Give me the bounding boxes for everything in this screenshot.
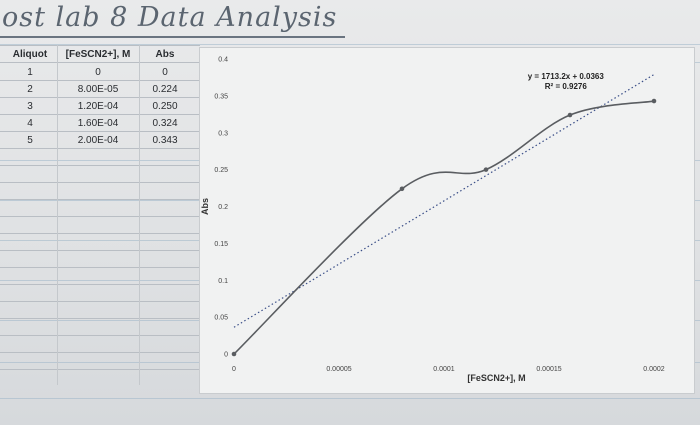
- cell-abs-2: 0.224: [152, 84, 178, 95]
- row-divider: [0, 335, 200, 336]
- col-header-abs: Abs: [155, 49, 175, 60]
- heading-underline: [0, 36, 345, 38]
- series-line: [233, 100, 655, 355]
- trendline-r-squared: R² = 0.9276: [545, 82, 588, 91]
- y-tick-label: 0: [224, 352, 228, 359]
- x-tick-label: 0.00005: [326, 366, 351, 373]
- row-divider: [0, 80, 200, 81]
- data-point: [399, 186, 405, 192]
- col-header-aliquot: Aliquot: [12, 49, 48, 60]
- cell-aliquot-2: 2: [27, 84, 33, 95]
- header-divider: [0, 62, 200, 63]
- cell-conc-3: 1.20E-04: [77, 101, 119, 112]
- row-divider: [0, 284, 200, 285]
- row-divider: [0, 352, 200, 353]
- x-tick-label: 0.0001: [433, 366, 455, 373]
- ruled-line: [0, 44, 700, 45]
- column-divider: [57, 45, 58, 385]
- y-tick-label: 0.35: [214, 93, 228, 100]
- cell-conc-1: 0: [95, 67, 101, 78]
- data-series: [231, 98, 657, 357]
- cell-aliquot-5: 5: [27, 135, 33, 146]
- cell-aliquot-1: 1: [27, 67, 33, 78]
- data-table: Aliquot [FeSCN2+], M Abs 1 0 0 2 8.00E-0…: [0, 45, 200, 420]
- row-divider: [0, 301, 200, 302]
- x-axis-title: [FeSCN2+], M: [467, 373, 525, 383]
- cell-abs-1: 0: [162, 67, 168, 78]
- row-divider: [0, 250, 200, 251]
- data-point: [483, 167, 489, 172]
- y-tick-label: 0.3: [218, 130, 228, 137]
- y-tick-label: 0.25: [214, 167, 228, 174]
- cell-conc-5: 2.00E-04: [77, 135, 119, 146]
- trendline: [233, 74, 655, 328]
- row-divider: [0, 199, 200, 200]
- data-point: [231, 351, 237, 357]
- data-point: [567, 112, 573, 118]
- row-divider: [0, 182, 200, 183]
- chart-axes: 0 0.05 0.1 0.15 0.2 0.25 0.3 0.35 0.4 0 0.00005 0.0…: [214, 57, 664, 374]
- y-tick-label: 0.1: [218, 278, 228, 285]
- ruled-line: [0, 398, 700, 399]
- cell-abs-4: 0.324: [152, 118, 178, 129]
- table-border-top: [0, 45, 200, 46]
- page-heading: ost lab 8 Data Analysis: [2, 2, 338, 33]
- row-divider: [0, 318, 200, 319]
- cell-abs-3: 0.250: [152, 101, 178, 112]
- cell-abs-5: 0.343: [152, 135, 178, 146]
- cell-aliquot-3: 3: [27, 101, 33, 112]
- trendline-equation: y = 1713.2x + 0.0363: [528, 72, 605, 81]
- row-divider: [0, 148, 200, 149]
- y-tick-label: 0.4: [218, 57, 228, 64]
- x-tick-label: 0.00015: [536, 366, 561, 373]
- x-tick-label: 0.0002: [643, 366, 665, 373]
- y-tick-label: 0.15: [214, 241, 228, 248]
- row-divider: [0, 233, 200, 234]
- row-divider: [0, 114, 200, 115]
- absorbance-chart: 0 0.05 0.1 0.15 0.2 0.25 0.3 0.35 0.4 0 0.00005 0.0…: [200, 57, 665, 384]
- y-tick-label: 0.2: [218, 204, 228, 211]
- cell-conc-4: 1.60E-04: [77, 118, 119, 129]
- x-tick-label: 0: [232, 366, 236, 373]
- column-divider: [139, 45, 140, 385]
- row-divider: [0, 267, 200, 268]
- cell-conc-2: 8.00E-05: [77, 84, 119, 95]
- y-tick-label: 0.05: [214, 315, 228, 322]
- data-point: [651, 98, 657, 104]
- row-divider: [0, 216, 200, 217]
- trendline-line: [233, 74, 655, 328]
- cell-aliquot-4: 4: [27, 118, 33, 129]
- row-divider: [0, 97, 200, 98]
- row-divider: [0, 369, 200, 370]
- y-axis-title: Abs: [200, 198, 210, 215]
- col-header-concentration: [FeSCN2+], M: [65, 49, 131, 60]
- row-divider: [0, 165, 200, 166]
- row-divider: [0, 131, 200, 132]
